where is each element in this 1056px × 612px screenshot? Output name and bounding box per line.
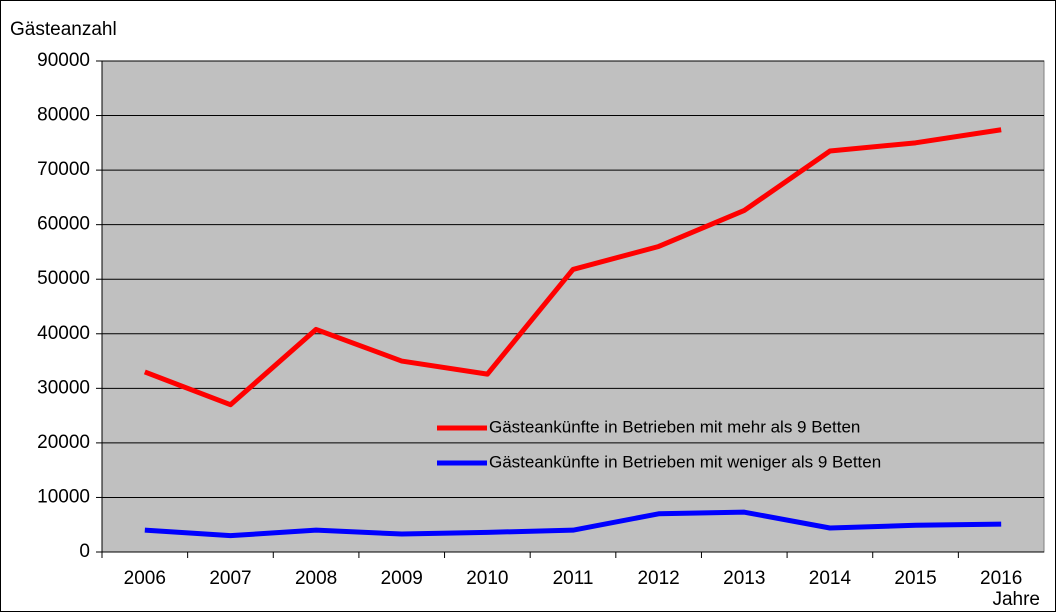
y-axis-label: Gästeanzahl <box>10 19 117 40</box>
x-tick-label: 2007 <box>209 568 251 589</box>
x-tick-label: 2008 <box>295 568 337 589</box>
y-tick-label: 60000 <box>37 214 90 235</box>
y-tick-label: 80000 <box>37 105 90 126</box>
y-tick-label: 10000 <box>37 486 90 507</box>
y-tick-label: 40000 <box>37 323 90 344</box>
x-tick-label: 2014 <box>809 568 852 589</box>
x-tick-label: 2012 <box>637 568 679 589</box>
x-tick-label: 2016 <box>980 568 1022 589</box>
x-tick-label: 2006 <box>124 568 166 589</box>
legend-label: Gästeankünfte in Betrieben mit mehr als … <box>489 417 860 436</box>
x-tick-label: 2015 <box>894 568 936 589</box>
x-tick-label: 2010 <box>466 568 508 589</box>
plot-area <box>101 60 1045 553</box>
x-axis-label: Jahre <box>992 589 1040 610</box>
y-tick-label: 20000 <box>37 432 90 453</box>
series-line <box>143 127 1002 408</box>
legend-label: Gästeankünfte in Betrieben mit weniger a… <box>489 452 881 471</box>
y-tick-label: 50000 <box>37 268 90 289</box>
x-tick-label: 2009 <box>381 568 423 589</box>
x-tick-label: 2011 <box>553 568 594 589</box>
y-tick-label: 30000 <box>37 377 90 398</box>
x-tick-label: 2013 <box>723 568 765 589</box>
series-line <box>144 509 1002 539</box>
y-tick-label: 90000 <box>37 50 90 71</box>
y-tick-label: 70000 <box>37 159 90 180</box>
y-tick-label: 0 <box>79 541 90 562</box>
